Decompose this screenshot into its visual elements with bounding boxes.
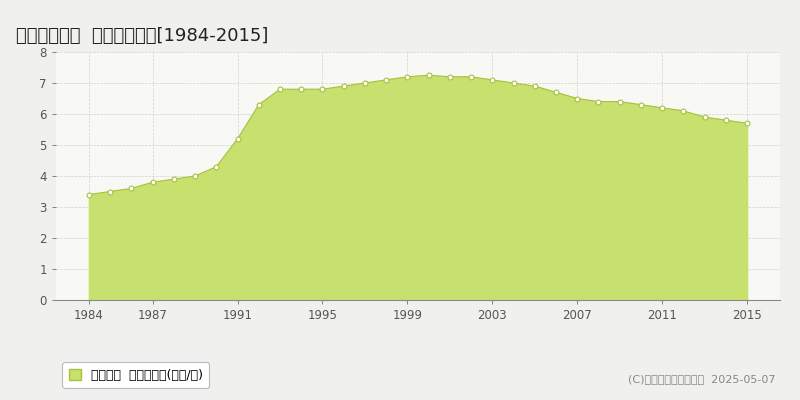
Text: (C)土地価格ドットコム  2025-05-07: (C)土地価格ドットコム 2025-05-07 <box>629 374 776 384</box>
Text: 栃木市千塚町  公示地価推移[1984-2015]: 栃木市千塚町 公示地価推移[1984-2015] <box>16 27 269 45</box>
Legend: 公示地価  平均坪単価(万円/坪): 公示地価 平均坪単価(万円/坪) <box>62 362 210 388</box>
